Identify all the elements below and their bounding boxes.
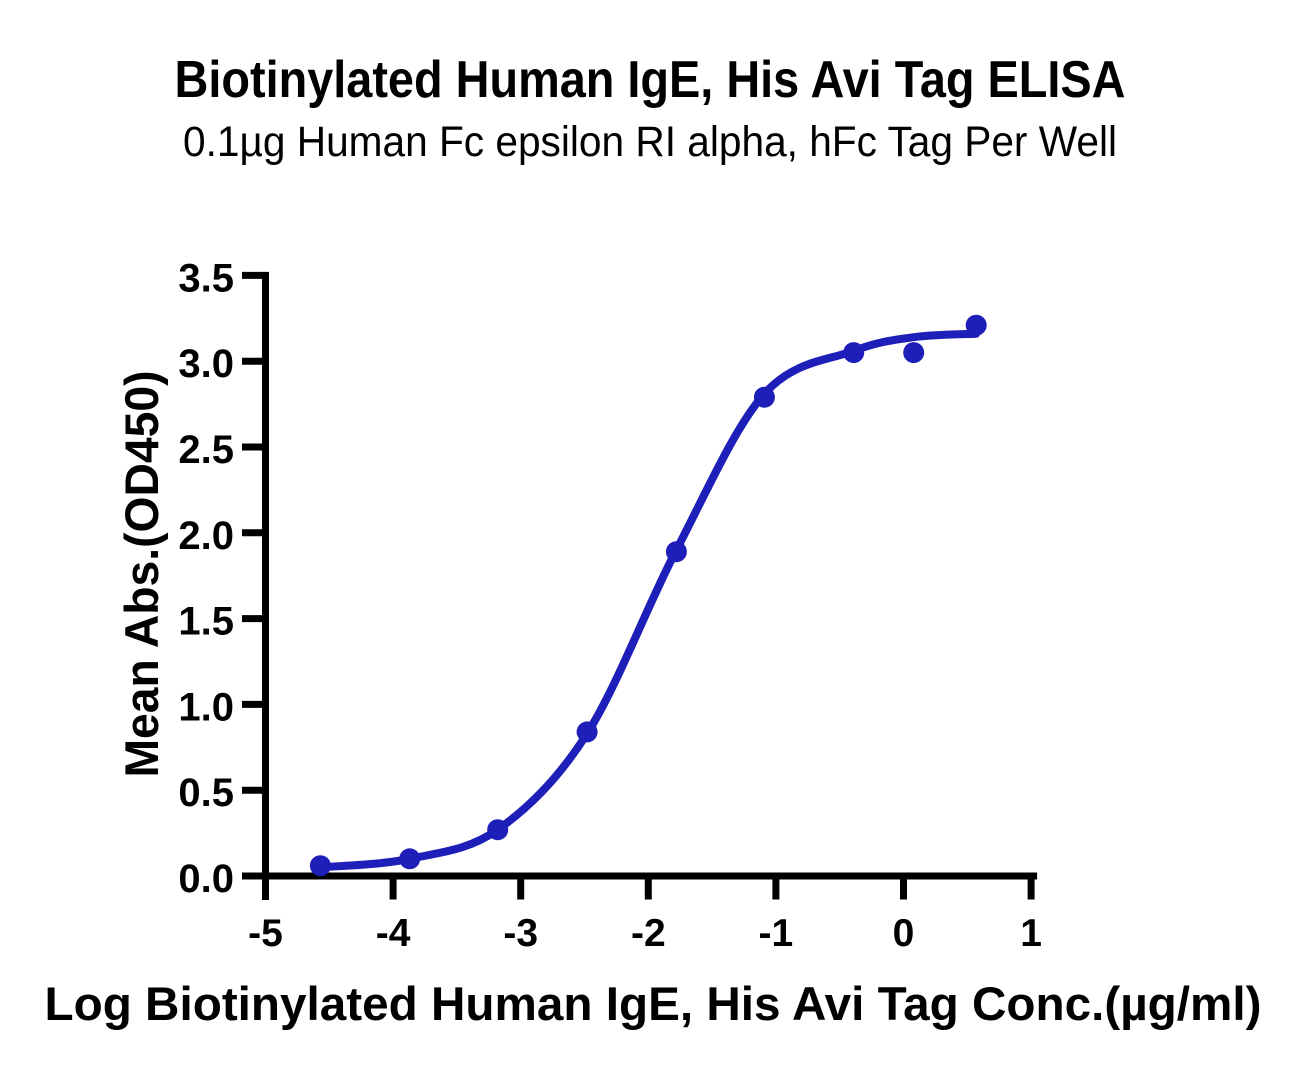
x-tick-label: -1: [759, 912, 794, 955]
axes-layer: 0.0 0.5 1.0 1.5 2.0 2.5 3.0 3.5 -5 -4 -3 -2 -1 0 1: [178, 256, 1042, 955]
fit-curve: [316, 329, 981, 872]
x-tick-label: -4: [376, 912, 411, 955]
x-tick-label: 1: [1020, 912, 1042, 955]
data-point: [965, 314, 987, 336]
data-point: [843, 342, 865, 364]
data-point: [903, 342, 925, 364]
data-point: [576, 721, 598, 743]
y-tick-label: 0.5: [178, 771, 234, 815]
data-point: [753, 386, 775, 408]
series-layer: [309, 314, 987, 877]
data-point: [487, 819, 509, 841]
y-tick-label: 2.5: [178, 428, 234, 472]
data-point: [665, 541, 687, 563]
y-tick-label: 3.5: [178, 256, 234, 300]
chart-title: Biotinylated Human IgE, His Avi Tag ELIS…: [175, 51, 1126, 109]
x-tick-label: -2: [631, 912, 666, 955]
x-tick-label: 0: [893, 912, 915, 955]
data-point: [399, 848, 421, 870]
y-tick-label: 0.0: [178, 857, 234, 901]
x-axis-label: Log Biotinylated Human IgE, His Avi Tag …: [45, 977, 1262, 1030]
y-tick-label: 1.5: [178, 600, 234, 644]
y-tick-label: 3.0: [178, 342, 234, 386]
chart-subtitle: 0.1µg Human Fc epsilon RI alpha, hFc Tag…: [183, 118, 1117, 166]
y-axis-label: Mean Abs.(OD450): [115, 371, 168, 778]
y-tick-label: 1.0: [178, 685, 234, 729]
y-tick-label: 2.0: [178, 514, 234, 558]
x-tick-label: -5: [248, 912, 283, 955]
x-tick-label: -3: [503, 912, 538, 955]
data-point: [309, 855, 331, 877]
